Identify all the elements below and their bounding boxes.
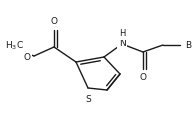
Text: H$_3$C: H$_3$C [5, 40, 24, 52]
Text: S: S [85, 94, 91, 104]
Text: O: O [23, 53, 31, 62]
Text: Br: Br [185, 41, 192, 49]
Text: O: O [50, 17, 57, 27]
Text: H: H [119, 30, 125, 38]
Text: O: O [140, 74, 146, 82]
Text: N: N [119, 40, 125, 48]
